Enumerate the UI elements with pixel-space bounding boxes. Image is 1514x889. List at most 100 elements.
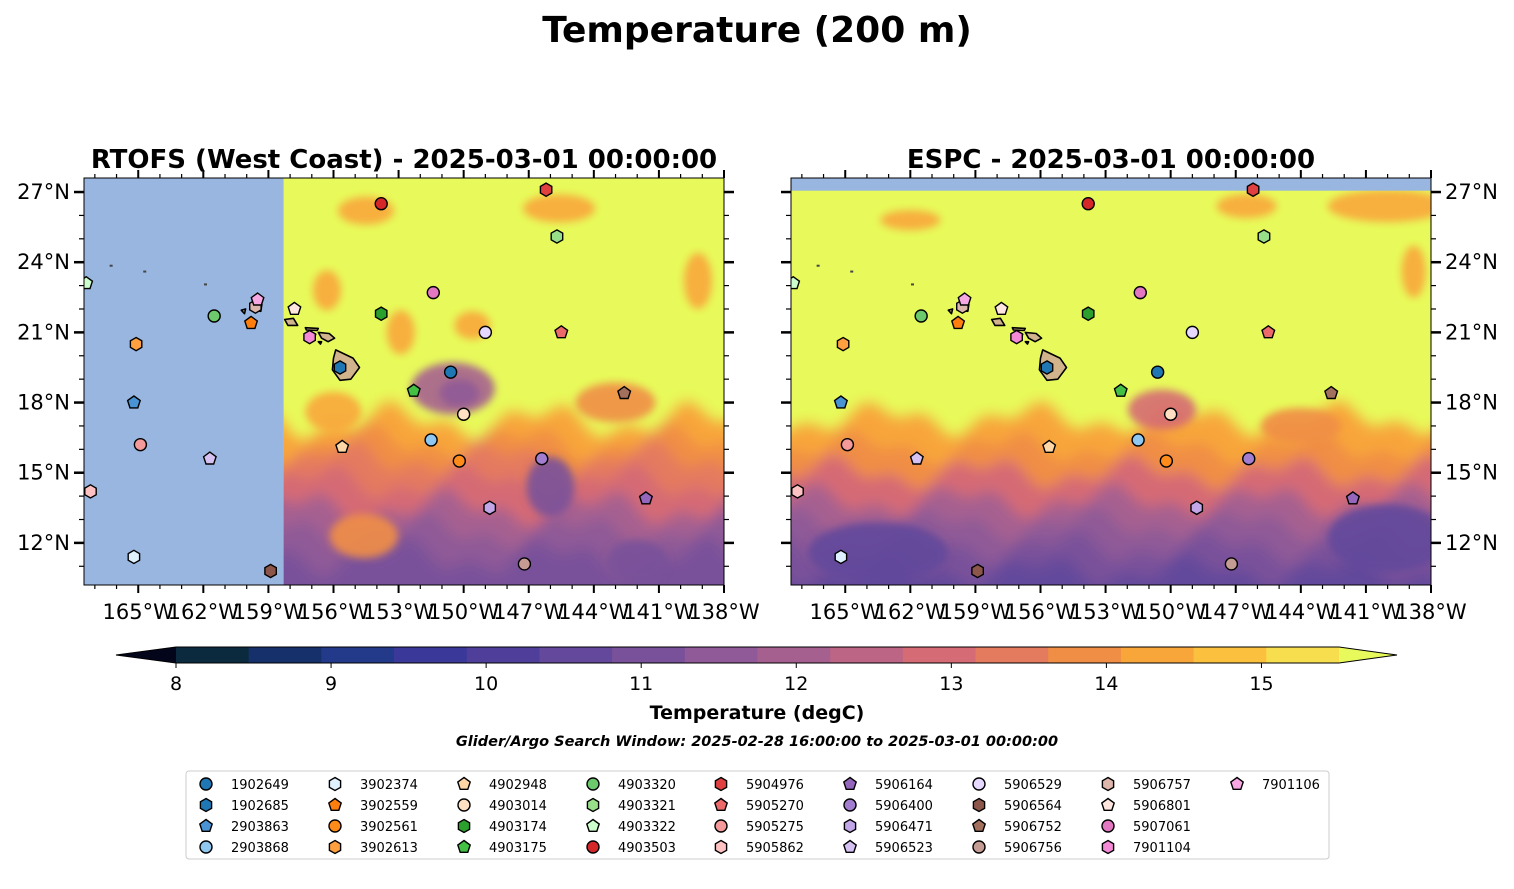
legend-item: 1902649 (199, 777, 289, 793)
float-marker-4903503 (1081, 197, 1095, 211)
legend-marker (842, 839, 858, 853)
legend-label: 5905862 (746, 841, 804, 856)
eddy (386, 310, 415, 355)
colorbar-tick-label: 15 (1249, 673, 1273, 695)
float-marker-7901106 (957, 292, 972, 306)
legend-label: 5906756 (1004, 841, 1062, 856)
eddy (1327, 504, 1431, 573)
float-marker-7901104 (303, 329, 316, 345)
legend-label: 4903175 (489, 841, 547, 856)
temperature-field (283, 178, 724, 585)
legend-label: 5906164 (875, 778, 933, 793)
colorbar-swatch (684, 647, 758, 663)
legend-item: 5906564 (972, 797, 1062, 814)
float-marker-4903320 (914, 309, 928, 323)
y-tick-label: 12°N (1445, 531, 1498, 555)
float-marker-5904976 (539, 182, 553, 198)
float-marker-4902948 (1042, 439, 1057, 453)
colorbar-tick-label: 9 (325, 673, 337, 695)
legend-label: 3902374 (360, 778, 418, 793)
colorbar-swatch (1048, 647, 1122, 663)
legend-item: 4903174 (457, 818, 547, 835)
eddy (1401, 245, 1426, 298)
float-marker-3902613 (836, 336, 850, 352)
x-tick-label: 165°W (103, 600, 175, 624)
eddy (1327, 190, 1431, 223)
atoll (816, 264, 820, 267)
legend-item: 5906752 (971, 818, 1062, 835)
colorbar-swatch (1266, 647, 1340, 663)
legend-item: 5906523 (842, 839, 933, 856)
temperature-contours (283, 194, 724, 585)
colorbar-under-arrow (116, 647, 176, 663)
float-marker-1902649 (443, 365, 458, 379)
y-tick-label: 12°N (17, 531, 70, 555)
float-markers (791, 182, 1361, 579)
legend-frame (185, 770, 1330, 860)
atoll (143, 270, 147, 273)
float-marker-5906400 (535, 451, 549, 466)
legend-marker (714, 819, 728, 833)
legend-item: 3902374 (328, 776, 418, 793)
legend-marker (456, 776, 472, 790)
float-marker-5905275 (840, 437, 855, 452)
legend-marker (1100, 797, 1116, 811)
legend-marker (972, 840, 986, 854)
rtofs-map-panel: 165°W162°W159°W156°W153°W150°W147°W144°W… (17, 145, 760, 624)
eddy (575, 382, 656, 423)
float-marker-7901104 (1010, 329, 1023, 345)
float-marker-5905270 (1261, 324, 1276, 339)
legend-marker (327, 797, 343, 811)
eddy (1127, 389, 1196, 430)
atoll (910, 283, 914, 286)
legend-marker (972, 797, 986, 813)
float-marker-4903503 (374, 197, 388, 211)
legend-label: 4903320 (618, 778, 676, 793)
float-marker-4903175 (1113, 383, 1128, 397)
float-marker-4903321 (1257, 229, 1271, 244)
float-marker-4903175 (406, 383, 421, 397)
colorbar-over-arrow (1339, 647, 1397, 663)
float-marker-4903322 (84, 275, 94, 290)
float-marker-5905862 (791, 483, 804, 499)
float-marker-5907061 (1133, 285, 1147, 300)
float-marker-5906523 (202, 451, 217, 465)
legend-label: 3902561 (360, 820, 418, 835)
float-marker-2903868 (1131, 433, 1145, 447)
legend-item: 2903863 (198, 818, 289, 835)
x-tick-label: 147°W (1200, 600, 1272, 624)
legend-marker (842, 776, 858, 790)
molokai-island (304, 326, 320, 332)
legend-label: 5906752 (1004, 820, 1062, 835)
legend-marker (328, 776, 342, 792)
map-axes: 165°W162°W159°W156°W153°W150°W147°W144°W… (781, 170, 1498, 624)
x-tick-label: 150°W (428, 600, 500, 624)
float-marker-5906801 (287, 301, 302, 315)
float-marker-3902613 (129, 336, 143, 352)
legend-label: 3902613 (360, 841, 418, 856)
float-marker-5906752 (1324, 385, 1339, 400)
legend-item: 4903321 (586, 797, 676, 814)
float-marker-3902561 (452, 454, 467, 468)
colorbar-swatch (1120, 647, 1195, 663)
atoll (109, 264, 113, 267)
legend-item: 5907061 (1101, 819, 1191, 835)
kahoolawe-island (317, 340, 323, 345)
panel-title: ESPC - 2025-03-01 00:00:00 (907, 145, 1315, 175)
legend-marker (1101, 776, 1115, 792)
legend-item: 4903014 (457, 798, 547, 814)
float-marker-3902374 (834, 549, 848, 565)
legend-item: 3902561 (328, 819, 418, 835)
float-marker-4902948 (335, 439, 350, 453)
legend-marker (198, 818, 214, 832)
eddy-features (807, 190, 1431, 583)
legend-item: 5906529 (972, 777, 1062, 793)
legend-marker (586, 797, 600, 813)
legend-marker (456, 839, 472, 853)
legend-marker (328, 839, 342, 855)
legend-item: 4902948 (456, 776, 547, 793)
float-marker-2903863 (126, 395, 142, 409)
colorbar-swatch (248, 647, 322, 663)
x-tick-label: 138°W (1395, 600, 1467, 624)
colorbar-tick-label: 12 (784, 673, 808, 695)
